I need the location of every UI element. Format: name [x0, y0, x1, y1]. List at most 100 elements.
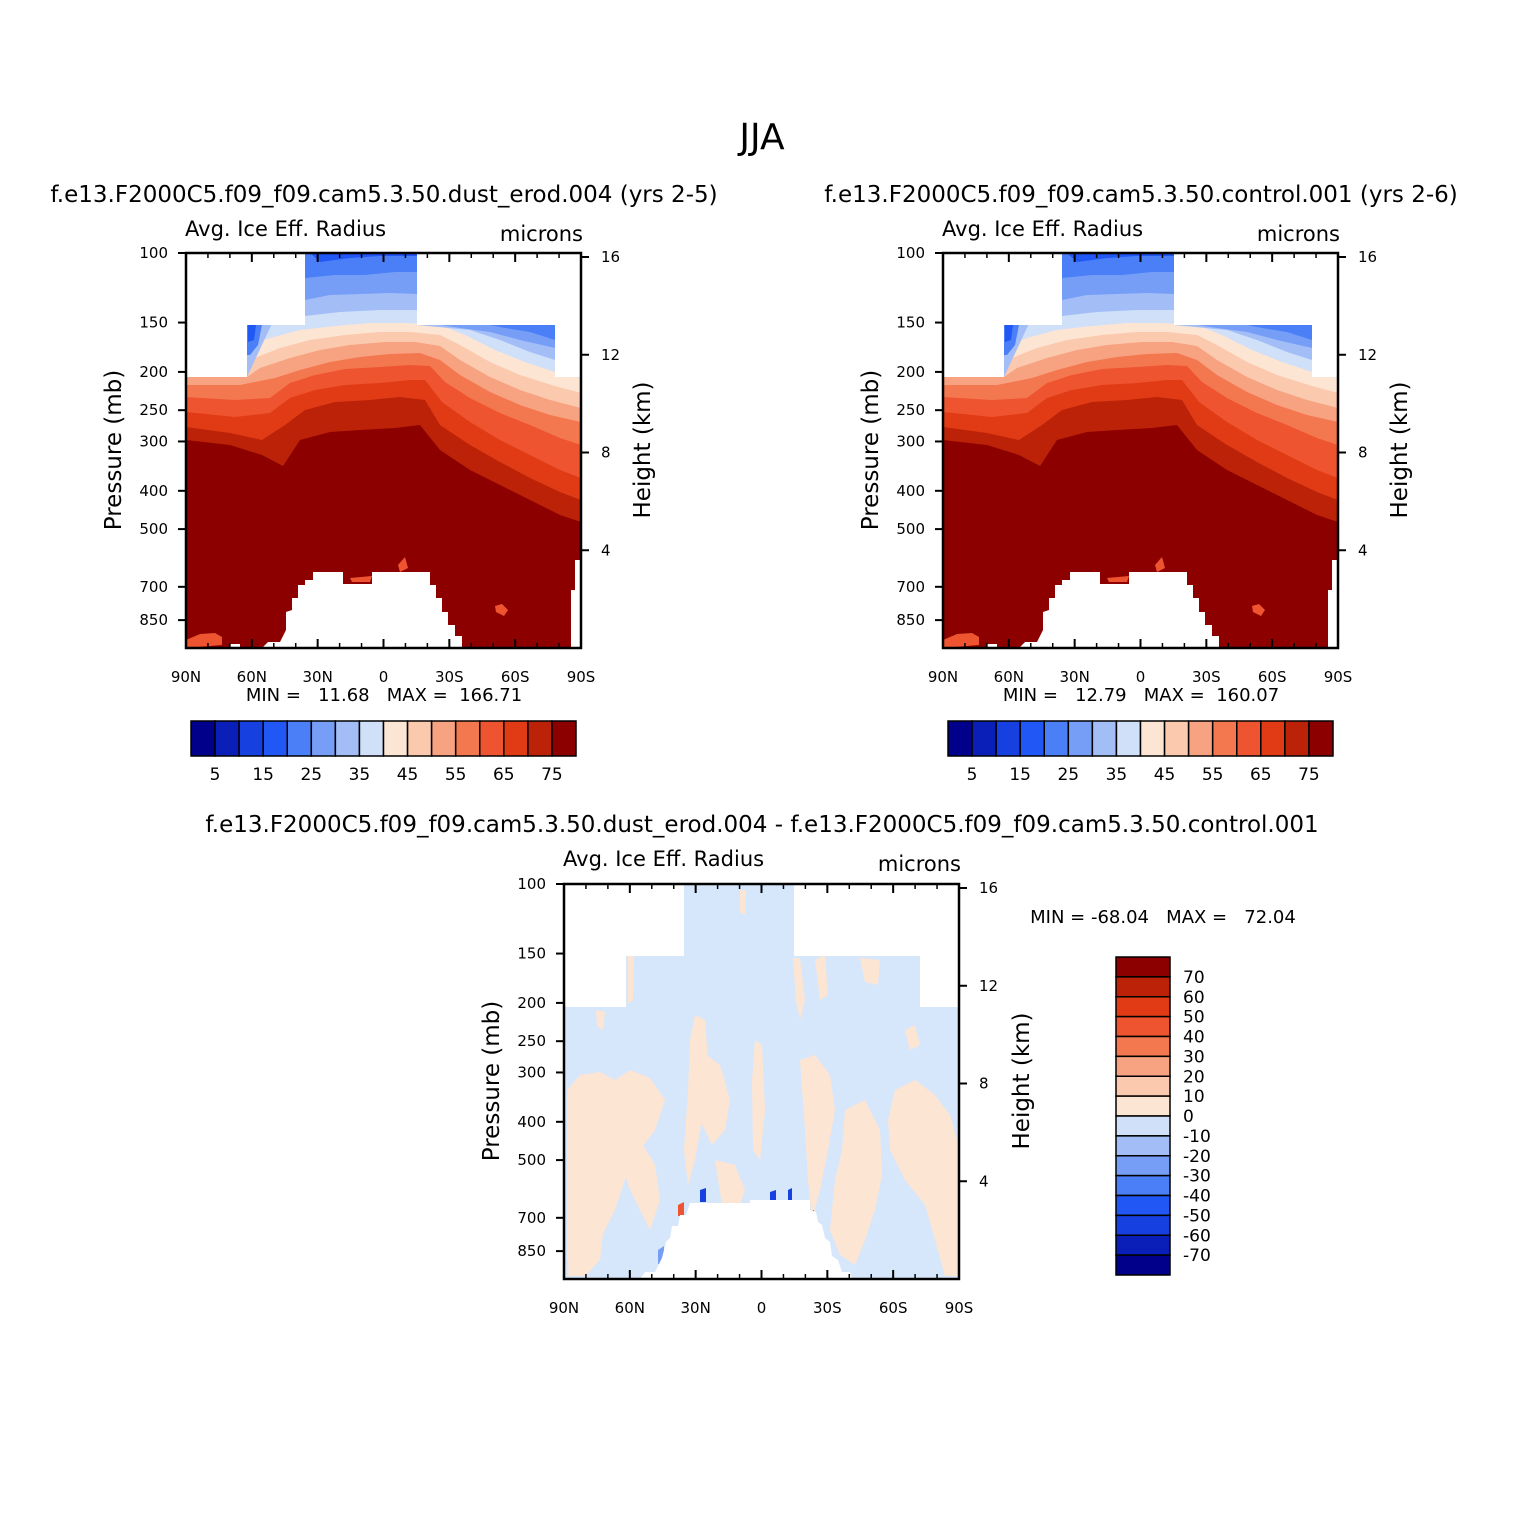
y-tick-label: 300: [139, 432, 168, 450]
y-tick-label: 500: [139, 520, 168, 538]
x-tick-label: 60N: [237, 668, 267, 686]
mask-mid-left: [564, 956, 626, 1007]
y-axis-label: Pressure (mb): [858, 370, 884, 530]
colorbar-box: [1067, 720, 1094, 757]
y2-tick-label: 12: [1358, 346, 1377, 364]
band-fill: [700, 1188, 706, 1202]
colorbar-label: 75: [1298, 765, 1320, 785]
y2-tick-label: 4: [979, 1172, 989, 1190]
colorbar-box: [1115, 996, 1171, 1018]
y2-axis-label: Height (km): [1009, 1012, 1035, 1149]
colorbar-label: 25: [1057, 765, 1079, 785]
colorbar-box: [334, 720, 361, 757]
x-tick-label: 0: [1136, 668, 1146, 686]
x-tick-label: 90N: [549, 1299, 579, 1317]
y-tick-label: 250: [896, 401, 925, 419]
x-tick-label: 60N: [615, 1299, 645, 1317]
colorbar-box: [358, 720, 385, 757]
colorbar-box: [1115, 1095, 1171, 1117]
colorbar-box: [1115, 1015, 1171, 1038]
colorbar-label: -50: [1183, 1206, 1211, 1226]
colorbar-label: 35: [1106, 765, 1128, 785]
y-tick-label: 300: [517, 1063, 546, 1081]
y2-tick-label: 16: [601, 248, 620, 266]
colorbar-box: [479, 720, 505, 757]
panel-control: f.e13.F2000C5.f09_f09.cam5.3.50.control.…: [824, 182, 1458, 785]
y-tick-label: 300: [896, 432, 925, 450]
colorbar-label: 40: [1183, 1028, 1205, 1048]
y-tick-label: 850: [517, 1242, 546, 1260]
colorbar-box: [1115, 1214, 1171, 1236]
y-axis-label: Pressure (mb): [101, 370, 127, 530]
x-tick-label: 60N: [994, 668, 1024, 686]
y-tick-label: 500: [896, 520, 925, 538]
colorbar-label: 20: [1183, 1067, 1205, 1087]
mask-topography: [640, 1200, 852, 1279]
y2-tick-label: 4: [601, 541, 611, 559]
y-tick-label: 100: [517, 875, 546, 893]
colorbar-label: 60: [1183, 988, 1205, 1008]
mask-top-right: [794, 884, 959, 956]
y-tick-label: 700: [517, 1209, 546, 1227]
plot-area: [562, 882, 961, 1281]
x-tick-label: 30S: [435, 668, 464, 686]
band-fill: [888, 1080, 957, 1276]
colorbar-box: [1115, 976, 1171, 998]
colorbar-label: -20: [1183, 1147, 1211, 1167]
band-fill: [715, 1160, 745, 1210]
colorbar-box: [527, 720, 553, 757]
colorbar-box: [310, 720, 337, 757]
axes: 90N 60N 30N 0 30S 60S 90S 100 150 200 250 300 400 500…: [517, 875, 998, 1317]
colorbar-box: [286, 720, 313, 757]
colorbar-label: 5: [210, 765, 221, 785]
y2-tick-label: 8: [979, 1075, 989, 1093]
y2-tick-label: 12: [979, 977, 998, 995]
colorbar-label: 45: [1154, 765, 1176, 785]
colorbar-box: [214, 720, 240, 757]
colorbar-label: 0: [1183, 1107, 1194, 1127]
figure-title: JJA: [737, 117, 785, 158]
y-tick-label: 250: [139, 401, 168, 419]
colorbar-box: [1115, 1234, 1171, 1256]
y-tick-label: 700: [139, 578, 168, 596]
colorbar-label: 65: [493, 765, 515, 785]
y-tick-label: 200: [517, 994, 546, 1012]
colorbar-box: [1236, 720, 1262, 757]
x-tick-label: 90N: [928, 668, 958, 686]
colorbar-box: [1115, 1055, 1171, 1077]
colorbar-box: [1308, 720, 1334, 757]
right-label: microns: [878, 852, 961, 876]
x-tick-label: 30S: [1192, 668, 1221, 686]
x-tick-label: 60S: [879, 1299, 908, 1317]
x-tick-label: 30N: [681, 1299, 711, 1317]
x-tick-label: 90N: [171, 668, 201, 686]
colorbar-box: [1091, 720, 1118, 757]
colorbar-label: 55: [1202, 765, 1224, 785]
colorbar-box: [1163, 720, 1190, 757]
plot-area: [941, 251, 1340, 650]
y-tick-label: 850: [896, 611, 925, 629]
colorbar-label: 55: [445, 765, 467, 785]
colorbar-label: 15: [1009, 765, 1031, 785]
y-tick-label: 150: [139, 314, 168, 332]
colorbar: 5 15 25 35 45 55 65 75: [947, 720, 1334, 785]
colorbar-label: 30: [1183, 1047, 1205, 1067]
colorbar-box: [1284, 720, 1310, 757]
colorbar-box: [1115, 1035, 1171, 1058]
stats-text: MIN = 12.79 MAX = 160.07: [1003, 685, 1279, 706]
band-fill: [815, 955, 828, 1000]
y-tick-label: 100: [139, 244, 168, 262]
band-fill: [793, 958, 805, 1020]
colorbar-box: [1187, 720, 1214, 757]
y2-axis-label: Height (km): [630, 381, 656, 518]
y-tick-label: 200: [139, 363, 168, 381]
colorbar-label: 65: [1250, 765, 1272, 785]
colorbar-box: [1115, 1135, 1171, 1157]
mask-top-left: [564, 884, 684, 956]
colorbar-box: [947, 720, 973, 757]
colorbar-label: 35: [349, 765, 371, 785]
colorbar-box: [1115, 1075, 1171, 1097]
left-label: Avg. Ice Eff. Radius: [563, 847, 764, 871]
y2-axis-label: Height (km): [1387, 381, 1413, 518]
panel-title: f.e13.F2000C5.f09_f09.cam5.3.50.control.…: [824, 182, 1458, 208]
